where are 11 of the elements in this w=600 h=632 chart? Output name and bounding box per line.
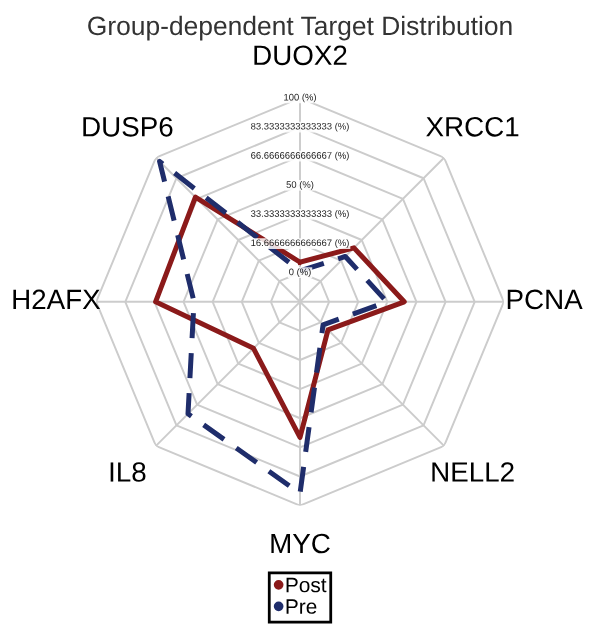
spoke-label: H2AFX	[13, 289, 101, 309]
chart-title: Group-dependent Target Distribution	[88, 15, 512, 41]
spoke-label: DUOX2	[254, 45, 347, 66]
spoke-label: IL8	[110, 462, 146, 482]
spoke-label: DUSP6	[83, 116, 173, 137]
spoke-label: XRCC1	[426, 116, 519, 137]
legend-label: Post	[286, 577, 327, 593]
legend-label: Pre	[286, 599, 317, 614]
spoke-label: MYC	[271, 533, 330, 554]
spoke-label: NELL2	[432, 462, 514, 482]
spoke-label: PCNA	[507, 289, 583, 310]
